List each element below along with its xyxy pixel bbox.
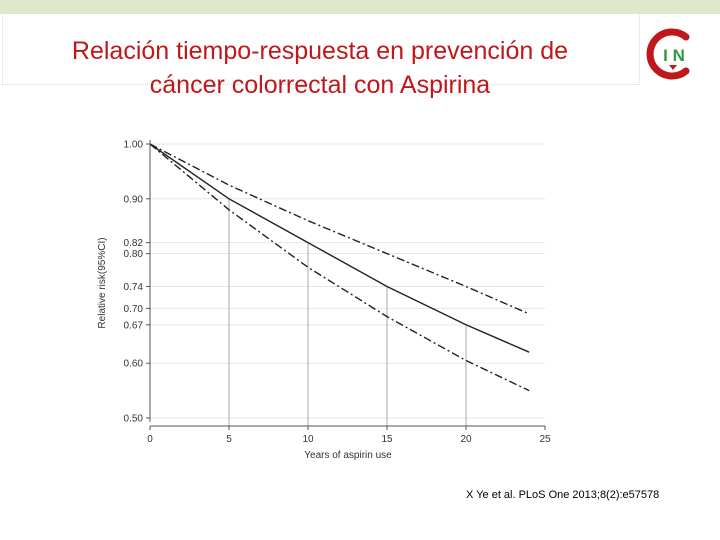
institution-logo-icon: I N (646, 28, 690, 80)
y-tick-label: 0.74 (124, 282, 144, 293)
estimate-line (149, 143, 530, 353)
x-tick-label: 15 (381, 434, 393, 445)
y-tick-label: 0.90 (124, 194, 144, 205)
relative-risk-chart: 0.50 0.60 0.67 0.70 0.74 0.800.82 0.90 1.00 0 5 10… (97, 140, 551, 462)
y-tick-label: 0.82 (124, 238, 144, 249)
y-tick-label: 0.60 (124, 359, 144, 370)
y-tick-label: 0.67 (124, 320, 144, 331)
x-tick-label: 0 (147, 434, 153, 445)
ci-bound-line (149, 143, 530, 392)
y-tick-label: 1.00 (124, 140, 144, 151)
y-tick-label: 0.50 (124, 414, 144, 425)
logo-letters: I N (663, 46, 685, 65)
title-frame (2, 14, 640, 85)
slide-title-line-1: Relación tiempo-respuesta en prevención … (71, 37, 569, 65)
y-tick-label: 0.70 (124, 304, 144, 315)
y-tick-label: 0.80 (124, 249, 144, 260)
x-axis-label: Years of aspirin use (304, 450, 392, 461)
slide-title: Relación tiempo-respuesta en prevención … (14, 34, 626, 102)
x-tick-label: 5 (226, 434, 232, 445)
ci-bound-line (149, 143, 530, 315)
y-axis-label: Relative risk(95%CI) (97, 237, 108, 328)
slide-title-line-2: cáncer colorrectal con Aspirina (149, 71, 491, 99)
reference-lines (228, 198, 467, 426)
grid-layer (150, 143, 545, 419)
series-layer (149, 143, 530, 392)
citation: X Ye et al. PLoS One 2013;8(2):e57578 (466, 489, 660, 501)
x-tick-label: 10 (302, 434, 314, 445)
x-tick-label: 20 (460, 434, 472, 445)
top-accent-bar (0, 0, 720, 14)
axis-layer: 0.50 0.60 0.67 0.70 0.74 0.800.82 0.90 1.00 0 5 10… (124, 140, 551, 446)
x-tick-label: 25 (539, 434, 551, 445)
